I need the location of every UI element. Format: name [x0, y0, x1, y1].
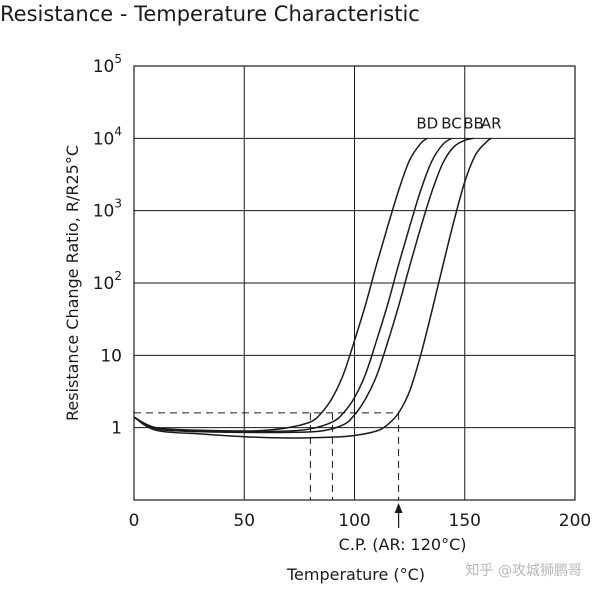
y-tick-labels: 1 10 102 103 104 105 [93, 52, 122, 439]
series-label-bb: BB [463, 114, 484, 132]
series-line-bd [133, 137, 428, 432]
x-axis-label: Temperature (°C) [286, 565, 425, 584]
y-tick-label: 102 [93, 269, 122, 294]
x-tick-label: 50 [233, 511, 255, 531]
annotation-arrow-head [394, 503, 403, 513]
x-tick-label: 200 [559, 511, 591, 531]
x-tick-label: 0 [129, 511, 140, 531]
series-label-bc: BC [441, 114, 462, 132]
x-tick-label: 100 [338, 511, 370, 531]
chart-title: Resistance - Temperature Characteristic [0, 2, 420, 26]
series-line-bb [133, 137, 474, 434]
annotation-label: C.P. (AR: 120°C) [339, 535, 467, 554]
y-tick-label: 10 [100, 346, 122, 366]
series-line-ar [133, 137, 492, 439]
y-tick-label: 104 [93, 124, 122, 149]
x-tick-label: 150 [449, 511, 481, 531]
annotation: C.P. (AR: 120°C) [339, 503, 467, 554]
series-lines [133, 137, 492, 439]
y-tick-label: 105 [93, 52, 122, 77]
reference-lines [134, 412, 400, 500]
x-tick-labels: 0 50 100 150 200 [129, 511, 592, 531]
plot-frame [133, 65, 576, 501]
y-tick-label: 1 [111, 419, 122, 439]
y-tick-label: 103 [93, 197, 122, 222]
y-axis-label: Resistance Change Ratio, R/R25°C [63, 145, 82, 421]
series-label-bd: BD [416, 114, 438, 132]
watermark: 知乎 @攻城狮鹏哥 [465, 563, 582, 579]
series-label-ar: AR [481, 114, 502, 132]
